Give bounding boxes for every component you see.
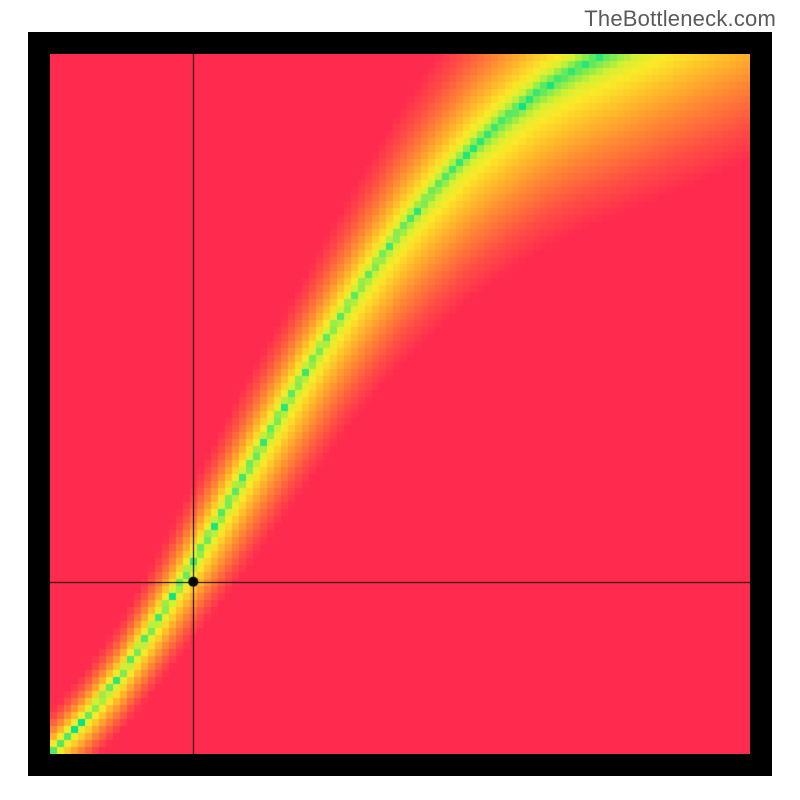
watermark-label: TheBottleneck.com — [584, 6, 776, 32]
heatmap-canvas — [50, 54, 750, 754]
plot-frame — [28, 32, 772, 776]
chart-container: TheBottleneck.com — [0, 0, 800, 800]
